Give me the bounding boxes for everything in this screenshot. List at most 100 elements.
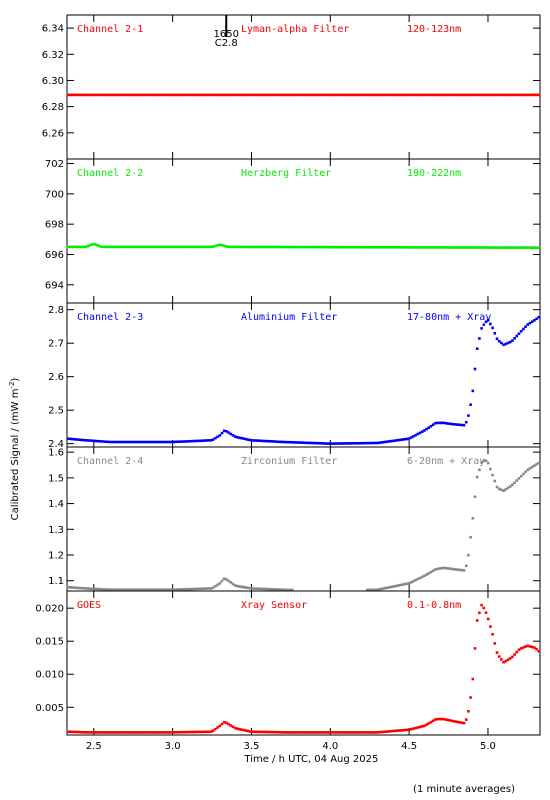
data-point-ch21 xyxy=(251,93,255,97)
data-point-ch23 xyxy=(238,436,241,440)
data-point-ch21 xyxy=(306,93,310,97)
data-point-ch21 xyxy=(172,93,175,97)
data-point-ch24 xyxy=(385,586,389,590)
data-point-ch21 xyxy=(132,93,136,97)
data-point-ch23 xyxy=(269,440,272,443)
data-point-ch21 xyxy=(95,93,98,97)
data-point-ch21 xyxy=(282,93,285,97)
data-point-ch24 xyxy=(387,586,391,589)
data-point-ch24 xyxy=(478,468,481,472)
data-point-ch24 xyxy=(222,577,226,580)
data-point-ch24 xyxy=(462,569,466,572)
data-point-ch23 xyxy=(128,440,131,444)
data-point-ch21 xyxy=(275,93,279,97)
data-point-ch23 xyxy=(240,436,244,440)
data-point-ch22 xyxy=(409,246,413,249)
data-point-ch21 xyxy=(447,93,450,97)
data-point-ch24 xyxy=(445,566,448,570)
data-point-ch22 xyxy=(205,245,208,249)
data-point-ch23 xyxy=(517,332,521,335)
data-point-ch24 xyxy=(392,585,395,588)
data-point-ch21 xyxy=(414,93,417,97)
ytick-label-ch24-2: 1.3 xyxy=(48,525,64,536)
data-point-ch23 xyxy=(416,432,420,436)
data-point-ch23 xyxy=(68,437,72,441)
data-point-ch23 xyxy=(368,441,371,445)
ytick-label-ch23-1: 2.5 xyxy=(48,406,64,417)
data-point-ch21 xyxy=(196,93,200,97)
data-point-ch24 xyxy=(500,488,503,492)
y-axis-label-main: Calibrated Signal / (mW m xyxy=(10,389,21,521)
data-point-ch22 xyxy=(339,245,343,249)
data-point-ch24 xyxy=(284,588,288,592)
data-point-ch21 xyxy=(93,93,96,97)
data-point-ch24 xyxy=(467,553,470,557)
data-point-ch22 xyxy=(414,246,417,249)
panel-band-label-ch22: 190-222nm xyxy=(407,168,461,179)
data-point-goes xyxy=(258,730,261,734)
data-point-ch21 xyxy=(319,93,323,97)
data-point-ch22 xyxy=(390,246,393,249)
data-point-goes xyxy=(203,730,206,734)
data-point-ch21 xyxy=(376,93,380,97)
data-point-ch23 xyxy=(181,440,184,443)
data-point-ch21 xyxy=(462,93,466,97)
data-point-ch24 xyxy=(414,578,417,582)
data-point-ch24 xyxy=(464,564,468,568)
panel-channel-label-goes: GOES xyxy=(77,600,101,611)
data-point-ch22 xyxy=(478,246,481,249)
data-point-ch22 xyxy=(156,245,160,249)
data-point-ch22 xyxy=(139,245,142,249)
data-point-goes xyxy=(436,717,439,721)
data-point-goes xyxy=(170,731,173,734)
data-point-ch24 xyxy=(240,585,244,589)
data-point-ch23 xyxy=(438,421,442,425)
data-point-ch22 xyxy=(207,245,211,249)
data-point-ch22 xyxy=(220,243,224,247)
data-point-ch22 xyxy=(150,245,153,249)
data-point-ch22 xyxy=(126,245,129,249)
data-point-ch24 xyxy=(77,586,81,590)
data-point-ch21 xyxy=(159,93,162,97)
data-point-ch21 xyxy=(214,93,217,97)
data-point-ch22 xyxy=(456,246,459,249)
panel-band-label-goes: 0.1-0.8nm xyxy=(407,600,461,611)
data-point-ch21 xyxy=(343,93,347,97)
data-point-ch21 xyxy=(302,93,305,97)
data-point-ch21 xyxy=(216,93,219,97)
data-point-ch21 xyxy=(174,93,178,97)
data-point-ch24 xyxy=(152,588,156,591)
data-point-ch21 xyxy=(86,93,90,97)
data-point-goes xyxy=(370,731,373,734)
data-point-ch23 xyxy=(515,334,519,338)
data-point-ch24 xyxy=(126,588,129,591)
data-point-ch24 xyxy=(533,464,536,467)
data-point-ch22 xyxy=(357,245,360,249)
data-point-ch21 xyxy=(152,93,156,97)
data-point-ch22 xyxy=(343,245,347,249)
data-point-goes xyxy=(255,730,259,734)
data-point-ch21 xyxy=(148,93,151,97)
data-point-ch23 xyxy=(383,440,387,444)
data-point-ch23 xyxy=(453,423,457,426)
data-point-goes xyxy=(453,720,457,723)
panel-frame-ch22 xyxy=(66,158,541,304)
data-point-ch21 xyxy=(97,93,101,97)
data-point-ch21 xyxy=(200,93,204,97)
data-point-ch21 xyxy=(220,93,224,97)
data-point-ch23 xyxy=(317,441,321,445)
data-point-ch21 xyxy=(291,93,294,97)
data-point-ch22 xyxy=(401,246,404,249)
data-point-ch21 xyxy=(445,93,448,97)
data-point-ch23 xyxy=(196,439,200,443)
data-point-goes xyxy=(359,731,362,734)
data-point-ch21 xyxy=(139,93,142,97)
data-point-ch22 xyxy=(233,245,237,249)
ytick-label-ch24-1: 1.2 xyxy=(48,551,64,562)
data-point-ch22 xyxy=(132,245,136,249)
data-point-ch23 xyxy=(405,437,409,441)
data-point-ch22 xyxy=(101,245,105,249)
data-point-ch23 xyxy=(436,421,439,425)
data-point-ch24 xyxy=(374,588,378,592)
data-point-ch21 xyxy=(440,93,444,97)
